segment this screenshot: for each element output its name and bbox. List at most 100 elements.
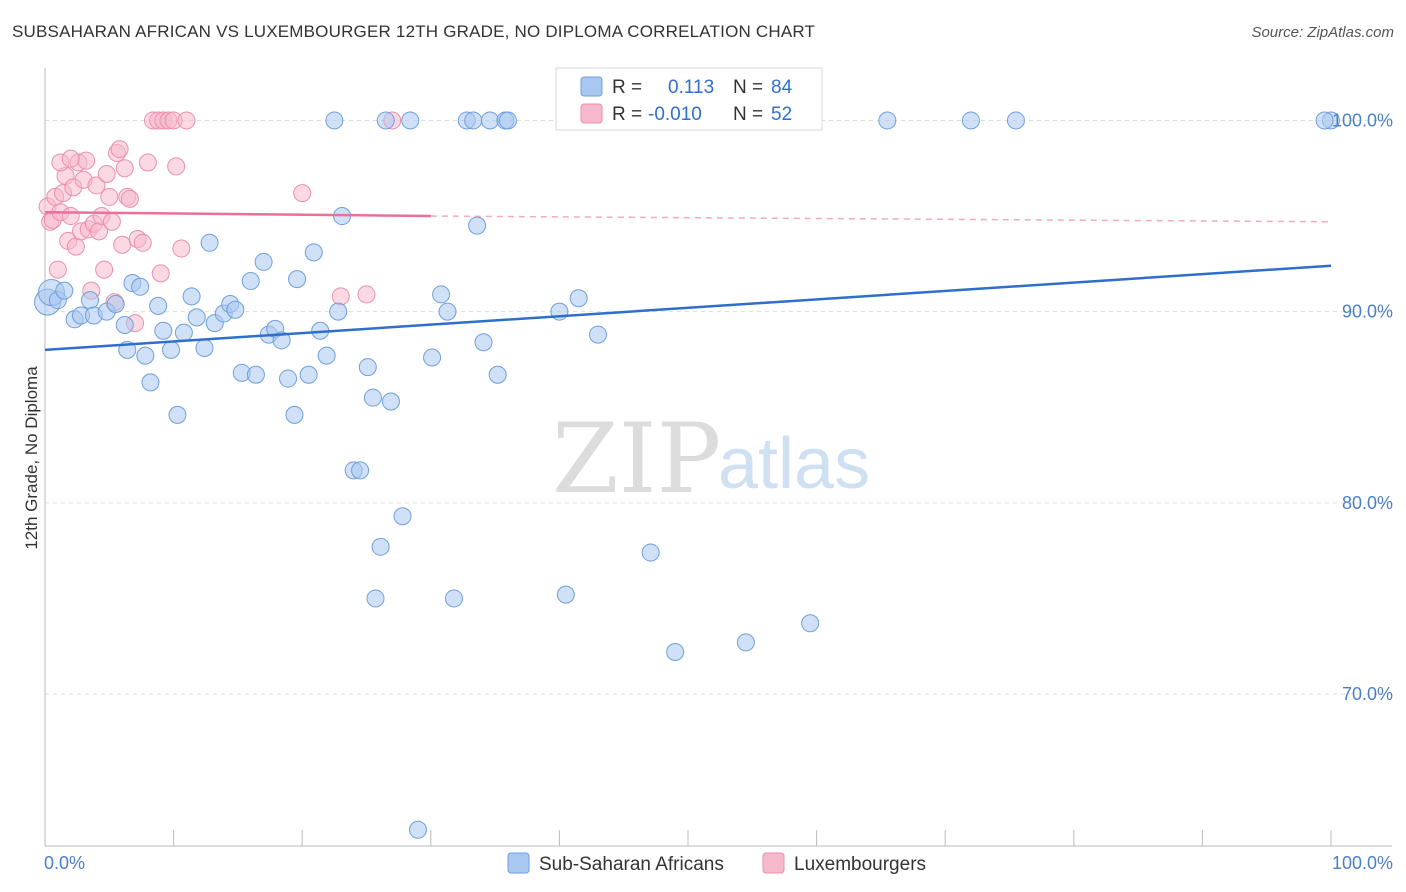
sub-saharan-point [381,392,400,411]
series-swatch-blue [507,852,530,874]
sub-saharan-point [106,294,125,313]
luxembourger-point [293,184,312,203]
legend-n-value-1: 84 [771,77,793,98]
sub-saharan-point [226,300,245,319]
luxembourger-trend-line [44,210,431,218]
legend-r-label-2: R = [612,104,642,125]
luxembourger-point [110,140,129,159]
sub-saharan-point [878,111,897,130]
luxembourger-point [97,164,116,183]
luxembourger-point [87,176,106,195]
sub-saharan-point [666,642,685,661]
luxembourger-point [120,189,139,208]
luxembourger-point [66,237,85,256]
y-tick-labels: 70.0% 80.0% 90.0% 100.0% [1332,110,1393,704]
sub-saharan-point [246,365,265,384]
sub-saharan-point [317,346,336,365]
sub-saharan-point [371,537,390,556]
sub-saharan-point [325,111,344,130]
sub-saharan-point [366,589,385,608]
sub-saharan-point [438,302,457,321]
sub-saharan-point [149,296,168,315]
sub-saharan-point [474,333,493,352]
y-tick-label: 70.0% [1342,684,1393,704]
series-swatch-pink [762,852,785,874]
sub-saharan-point [358,358,377,377]
legend-swatch-blue [580,76,603,97]
y-tick-label: 100.0% [1332,110,1393,130]
sub-saharan-point [736,633,755,652]
sub-saharan-point [801,614,820,633]
y-tick-label: 90.0% [1342,302,1393,322]
sub-saharan-point [641,543,660,562]
luxembourger-point [100,187,119,206]
chart-title: SUBSAHARAN AFRICAN VS LUXEMBOURGER 12TH … [12,22,816,41]
x-tick-labels: 0.0% 100.0% [44,853,1393,873]
luxembourger-point [177,111,196,130]
luxembourger-point [102,212,121,231]
grid-lines [45,119,1392,695]
y-tick-label: 80.0% [1342,493,1393,513]
sub-saharan-trend-line [44,264,1332,352]
series-label-sub-saharan: Sub-Saharan Africans [539,854,724,875]
sub-saharan-point [187,308,206,327]
luxembourger-point [95,260,114,279]
luxembourger-point [151,264,170,283]
luxembourger-point [172,239,191,258]
sub-saharan-point [272,331,291,350]
sub-saharan-point [464,111,483,130]
luxembourger-point [113,235,132,254]
luxembourger-point [357,285,376,304]
sub-saharan-point [329,302,348,321]
sub-saharan-point [376,111,395,130]
luxembourger-point [138,153,157,172]
source-label: Source: ZipAtlas.com [1251,24,1394,41]
sub-saharan-point [444,589,463,608]
sub-saharan-point [304,243,323,262]
sub-saharan-point [556,585,575,604]
sub-saharan-point [432,285,451,304]
sub-saharan-point [393,507,412,526]
watermark-atlas: atlas [718,424,870,504]
luxembourger-point [115,159,134,178]
sub-saharan-point [351,461,370,480]
sub-saharan-point [569,289,588,308]
sub-saharan-point [468,216,487,235]
x-tick-label-min: 0.0% [44,853,85,873]
sub-saharan-point [288,270,307,289]
sub-saharan-point [131,277,150,296]
luxembourger-point [331,287,350,306]
sub-saharan-point [1006,111,1025,130]
sub-saharan-point [254,252,273,271]
legend-r-value-1: 0.113 [668,77,714,98]
watermark-zip: ZIP [552,403,721,515]
sub-saharan-point [200,233,219,252]
legend-n-label-1: N = [733,77,763,98]
sub-saharan-point [285,405,304,424]
axes [44,68,1392,847]
sub-saharan-point [154,321,173,340]
sub-saharan-point [299,365,318,384]
luxembourger-trend-extension [430,215,1332,223]
luxembourger-point [61,207,80,226]
series-legend: Sub-Saharan Africans Luxembourgers [507,852,926,875]
sub-saharan-point [136,346,155,365]
sub-saharan-point [401,111,420,130]
sub-saharan-point [81,291,100,310]
sub-saharan-point [182,287,201,306]
sub-saharan-point [588,325,607,344]
sub-saharan-point [168,405,187,424]
sub-saharan-point [162,340,181,359]
luxembourger-point [77,151,96,170]
luxembourger-point [61,149,80,168]
sub-saharan-point [279,369,298,388]
luxembourgers-points [38,111,402,333]
sub-saharan-point [241,272,260,291]
sub-saharan-point [55,281,74,300]
sub-saharan-point [174,323,193,342]
legend-swatch-pink [580,103,603,124]
legend-n-value-2: 52 [771,104,792,125]
sub-saharan-point [961,111,980,130]
trend-lines [44,210,1332,352]
